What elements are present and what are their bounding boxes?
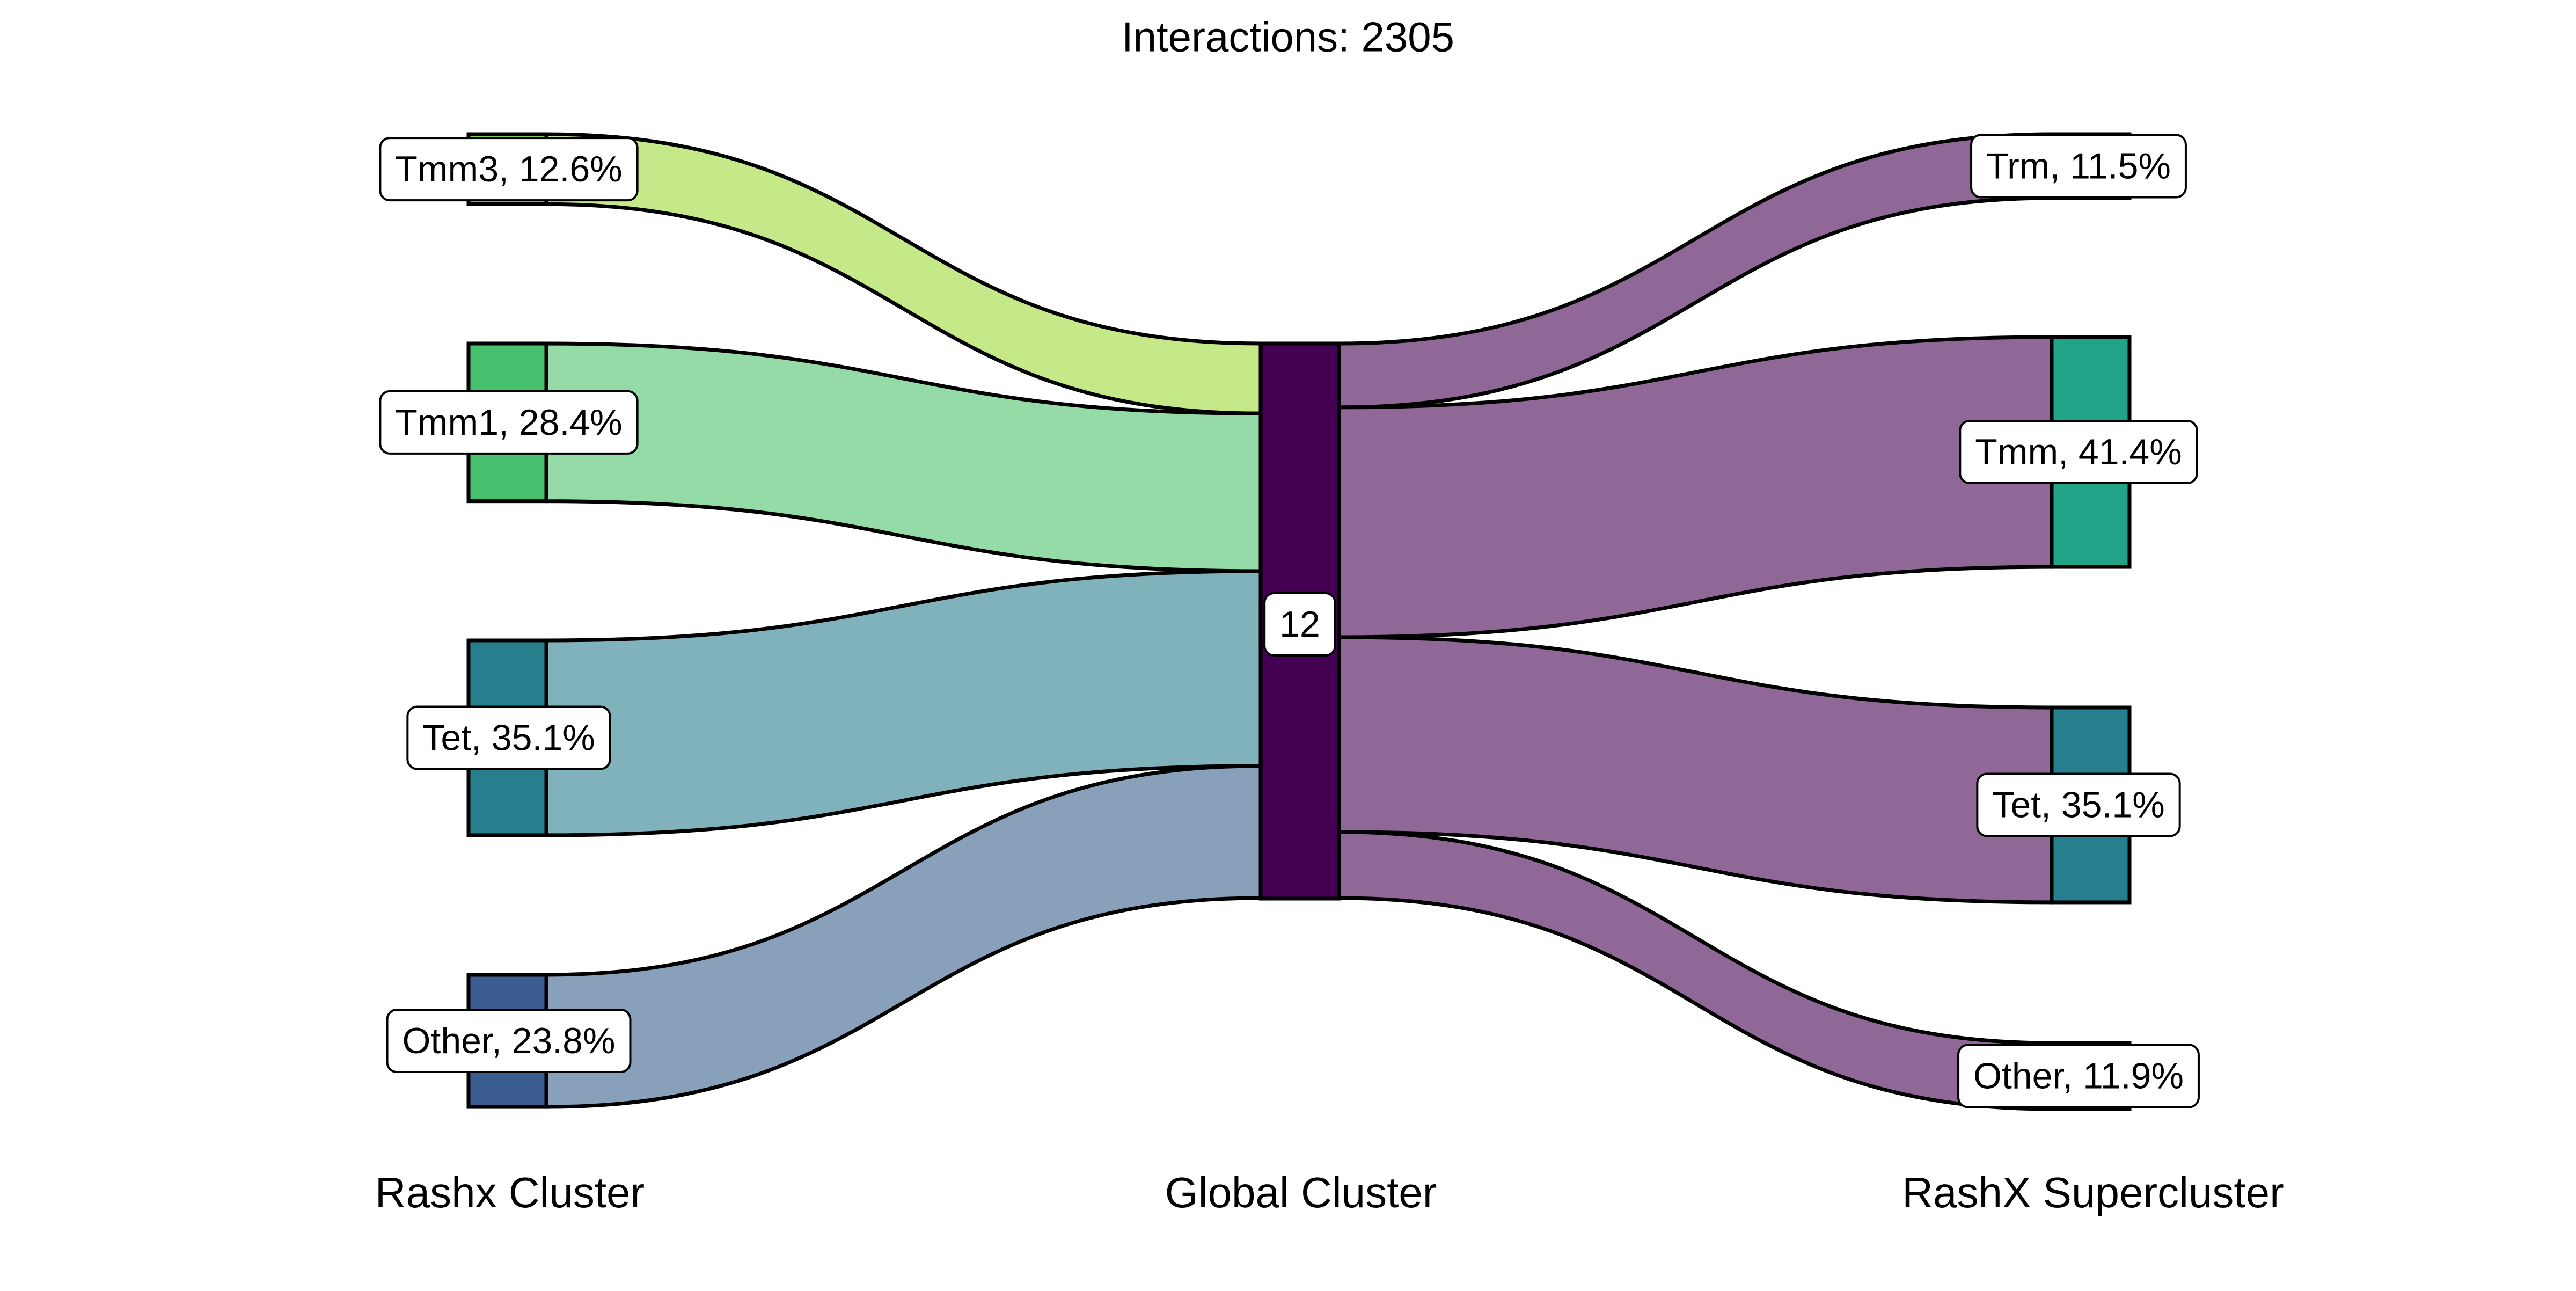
axis-label-right: RashX Supercluster bbox=[1902, 1169, 2284, 1216]
label-left-other-text: Other, 23.8% bbox=[402, 1020, 616, 1061]
label-right-tet: Tet, 35.1% bbox=[1976, 772, 2181, 837]
label-right-tmm-box bbox=[1959, 420, 2198, 485]
label-left-tet: Tet, 35.1% bbox=[406, 705, 611, 770]
label-left-other: Other, 23.8% bbox=[386, 1009, 632, 1074]
label-left-tet-text: Tet, 35.1% bbox=[422, 717, 595, 758]
label-right-tmm-text: Tmm, 41.4% bbox=[1975, 432, 2182, 472]
flows-layer bbox=[544, 132, 2054, 1111]
label-left-tmm3-text: Tmm3, 12.6% bbox=[395, 149, 622, 189]
label-right-tet-text: Tet, 35.1% bbox=[1992, 784, 2164, 825]
label-left-other-box bbox=[386, 1009, 632, 1074]
label-right-other: Other, 11.9% bbox=[1957, 1044, 2200, 1108]
label-middle-12: 12 bbox=[1263, 592, 1336, 657]
axis-label-middle: Global Cluster bbox=[1165, 1169, 1437, 1216]
labels-layer: Tmm3, 12.6% Tmm1, 28.4% Tet, 35.1% Other, 2… bbox=[379, 134, 2200, 1108]
chart-title: Interactions: 2305 bbox=[1122, 13, 1454, 61]
label-left-tmm1-text: Tmm1, 28.4% bbox=[395, 402, 622, 443]
label-middle-12-box bbox=[1263, 592, 1336, 657]
label-left-tmm3-box bbox=[379, 137, 639, 202]
label-right-trm: Trm, 11.5% bbox=[1970, 134, 2187, 199]
label-right-tet-box bbox=[1976, 772, 2181, 837]
axis-label-left: Rashx Cluster bbox=[375, 1169, 645, 1216]
label-right-other-box bbox=[1957, 1044, 2200, 1108]
label-middle-12-text: 12 bbox=[1279, 604, 1320, 645]
label-left-tmm3: Tmm3, 12.6% bbox=[379, 137, 639, 202]
label-left-tmm1-box bbox=[379, 390, 639, 455]
label-right-trm-box bbox=[1970, 134, 2187, 199]
label-right-tmm: Tmm, 41.4% bbox=[1959, 420, 2198, 485]
label-left-tet-box bbox=[406, 705, 611, 770]
label-right-other-text: Other, 11.9% bbox=[1973, 1056, 2184, 1097]
label-left-tmm1: Tmm1, 28.4% bbox=[379, 390, 639, 455]
label-right-trm-text: Trm, 11.5% bbox=[1986, 145, 2171, 186]
